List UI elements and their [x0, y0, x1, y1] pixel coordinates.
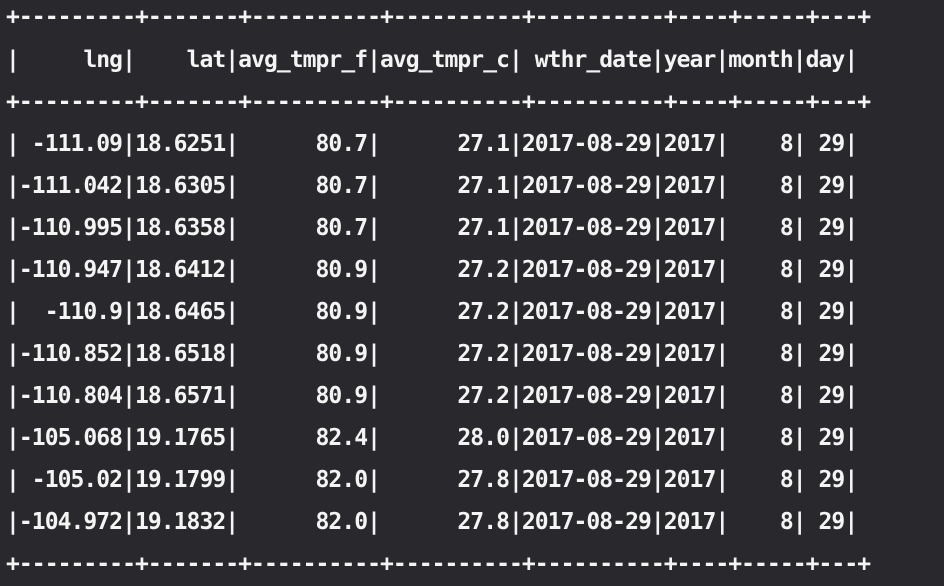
- table-border-top: +---------+-------+----------+----------…: [6, 4, 871, 30]
- table-border-header: +---------+-------+----------+----------…: [6, 89, 871, 115]
- table-row: |-110.995|18.6358| 80.7| 27.1|2017-08-29…: [6, 215, 858, 241]
- table-row: |-110.947|18.6412| 80.9| 27.2|2017-08-29…: [6, 257, 858, 283]
- table-row: | -111.09|18.6251| 80.7| 27.1|2017-08-29…: [6, 131, 858, 157]
- table-row: | -105.02|19.1799| 82.0| 27.8|2017-08-29…: [6, 467, 858, 493]
- table-row: |-110.852|18.6518| 80.9| 27.2|2017-08-29…: [6, 341, 858, 367]
- table-row: | -110.9|18.6465| 80.9| 27.2|2017-08-29|…: [6, 299, 858, 325]
- table-border-bottom: +---------+-------+----------+----------…: [6, 551, 871, 577]
- table-row: |-110.804|18.6571| 80.9| 27.2|2017-08-29…: [6, 383, 858, 409]
- table-row: |-111.042|18.6305| 80.7| 27.1|2017-08-29…: [6, 173, 858, 199]
- table-header: | lng| lat|avg_tmpr_f|avg_tmpr_c| wthr_d…: [6, 47, 858, 73]
- table-row: |-104.972|19.1832| 82.0| 27.8|2017-08-29…: [6, 509, 858, 535]
- table-row: |-105.068|19.1765| 82.4| 28.0|2017-08-29…: [6, 425, 858, 451]
